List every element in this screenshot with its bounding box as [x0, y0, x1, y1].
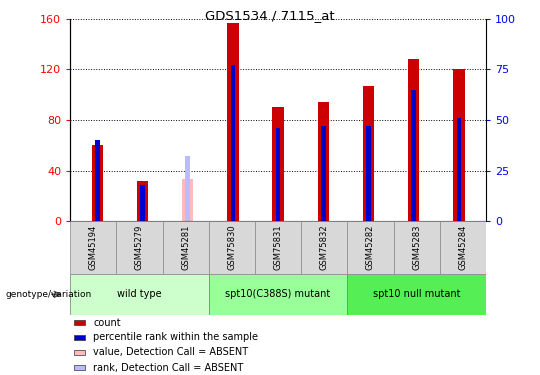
Text: GDS1534 / 7115_at: GDS1534 / 7115_at	[205, 9, 335, 22]
Text: GSM45284: GSM45284	[458, 225, 468, 270]
Bar	[255, 221, 301, 274]
Text: genotype/variation: genotype/variation	[5, 290, 92, 299]
Bar	[185, 156, 190, 221]
Bar	[117, 221, 163, 274]
Bar	[273, 107, 284, 221]
Bar	[301, 221, 347, 274]
Bar	[347, 274, 486, 315]
Text: spt10 null mutant: spt10 null mutant	[373, 290, 461, 299]
Text: spt10(C388S) mutant: spt10(C388S) mutant	[226, 290, 330, 299]
Text: GSM75831: GSM75831	[274, 225, 282, 270]
Bar	[209, 221, 255, 274]
Bar	[75, 335, 85, 340]
Bar	[92, 146, 103, 221]
Bar	[366, 126, 371, 221]
Bar	[95, 140, 99, 221]
Bar	[276, 128, 280, 221]
Bar	[227, 22, 239, 221]
Bar	[70, 221, 117, 274]
Bar	[440, 221, 486, 274]
Text: GSM45282: GSM45282	[366, 225, 375, 270]
Bar	[182, 180, 193, 221]
Bar	[321, 126, 326, 221]
Text: GSM75830: GSM75830	[227, 225, 237, 270]
Text: GSM75832: GSM75832	[320, 225, 329, 270]
Text: rank, Detection Call = ABSENT: rank, Detection Call = ABSENT	[93, 363, 244, 372]
Bar	[75, 365, 85, 370]
Bar	[411, 90, 416, 221]
Bar	[75, 320, 85, 325]
Bar	[347, 221, 394, 274]
Text: count: count	[93, 318, 121, 327]
Bar	[457, 118, 461, 221]
Bar	[140, 185, 145, 221]
Text: wild type: wild type	[117, 290, 162, 299]
Bar	[209, 274, 347, 315]
Bar	[453, 69, 464, 221]
Text: GSM45281: GSM45281	[181, 225, 190, 270]
Text: GSM45279: GSM45279	[135, 225, 144, 270]
Bar	[137, 181, 148, 221]
Bar	[394, 221, 440, 274]
Bar	[408, 59, 420, 221]
Bar	[231, 65, 235, 221]
Bar	[318, 102, 329, 221]
Text: percentile rank within the sample: percentile rank within the sample	[93, 333, 258, 342]
Bar	[70, 274, 209, 315]
Bar	[363, 86, 374, 221]
Text: GSM45283: GSM45283	[412, 225, 421, 270]
Bar	[75, 350, 85, 355]
Text: value, Detection Call = ABSENT: value, Detection Call = ABSENT	[93, 348, 248, 357]
Text: GSM45194: GSM45194	[89, 225, 98, 270]
Bar	[163, 221, 209, 274]
